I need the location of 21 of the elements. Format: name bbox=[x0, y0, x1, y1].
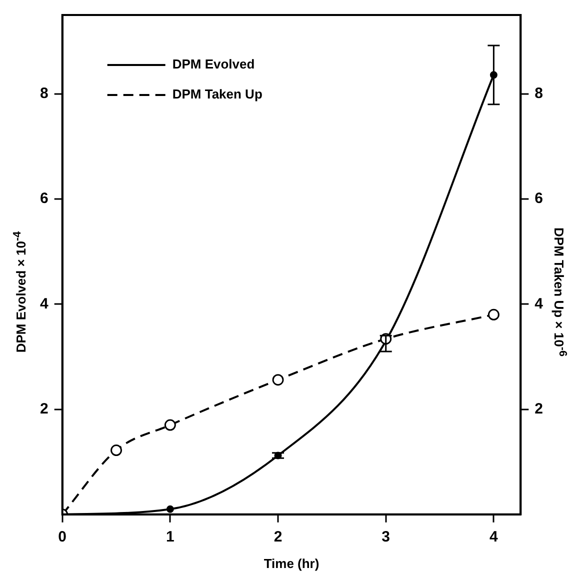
y-tick-label: 6 bbox=[40, 190, 48, 208]
y-tick-label: 2 bbox=[40, 400, 48, 418]
point bbox=[272, 374, 284, 386]
y2-tick-label: 6 bbox=[534, 190, 543, 208]
x-tick-label: 1 bbox=[166, 528, 174, 546]
point bbox=[110, 444, 122, 456]
x-tick-label: 0 bbox=[58, 528, 67, 546]
point bbox=[166, 505, 174, 513]
y2-tick-label: 2 bbox=[534, 400, 543, 418]
y-tick-label: 4 bbox=[40, 295, 49, 312]
y2-tick-label: 4 bbox=[534, 295, 544, 312]
legend-label: DPM Taken Up bbox=[172, 86, 262, 102]
y2-tick-label: 8 bbox=[534, 84, 543, 102]
point bbox=[164, 419, 176, 431]
x-axis-title: Time (hr) bbox=[264, 556, 320, 571]
x-tick-label: 2 bbox=[274, 528, 282, 546]
x-tick-label: 3 bbox=[382, 528, 390, 546]
point bbox=[488, 308, 500, 320]
legend-label: DPM Evolved bbox=[172, 56, 255, 72]
x-tick-label: 4 bbox=[490, 528, 499, 546]
y-tick-label: 8 bbox=[40, 84, 48, 102]
